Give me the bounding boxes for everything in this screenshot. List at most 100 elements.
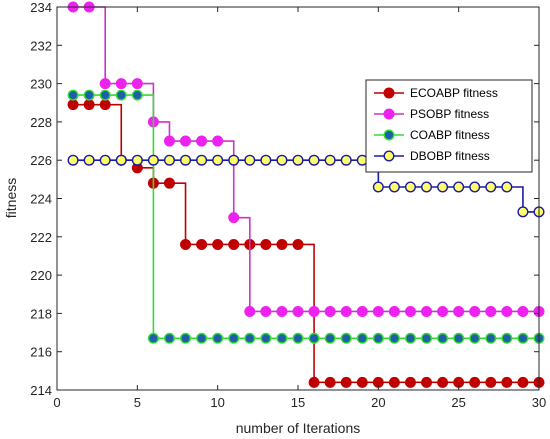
plot-area	[57, 7, 539, 390]
data-point	[356, 376, 368, 388]
data-point	[131, 154, 143, 166]
data-point	[421, 332, 433, 344]
data-point	[115, 89, 127, 101]
data-point	[501, 332, 513, 344]
data-point	[388, 305, 400, 317]
data-point	[196, 135, 208, 147]
y-tick-label: 218	[30, 306, 52, 321]
data-point	[99, 154, 111, 166]
x-axis-label: number of Iterations	[236, 420, 361, 436]
x-tick-label: 0	[53, 395, 60, 410]
data-point	[404, 305, 416, 317]
data-point	[372, 181, 384, 193]
data-point	[83, 89, 95, 101]
data-point	[83, 154, 95, 166]
y-tick-label: 216	[30, 345, 52, 360]
data-point	[469, 376, 481, 388]
data-point	[131, 78, 143, 90]
data-point	[244, 332, 256, 344]
x-tick-label: 30	[532, 395, 546, 410]
legend-marker	[383, 150, 395, 162]
data-point	[196, 332, 208, 344]
y-tick-label: 228	[30, 115, 52, 130]
data-point	[276, 238, 288, 250]
legend-label: PSOBP fitness	[410, 107, 489, 121]
data-point	[324, 305, 336, 317]
data-point	[212, 238, 224, 250]
data-point	[115, 78, 127, 90]
data-point	[340, 154, 352, 166]
data-point	[356, 305, 368, 317]
data-point	[228, 238, 240, 250]
data-point	[485, 332, 497, 344]
data-point	[67, 99, 79, 111]
legend-marker	[383, 108, 395, 120]
data-point	[163, 332, 175, 344]
x-tick-label: 5	[134, 395, 141, 410]
data-point	[292, 238, 304, 250]
data-point	[99, 89, 111, 101]
series-layer	[67, 1, 545, 388]
data-point	[228, 332, 240, 344]
y-axis: 214 216 218 220 222 224 226 228 230 232 234	[30, 0, 539, 398]
y-tick-label: 222	[30, 230, 52, 245]
data-point	[67, 89, 79, 101]
legend-label: COABP fitness	[410, 128, 490, 142]
data-point	[260, 154, 272, 166]
legend-label: DBOBP fitness	[410, 149, 490, 163]
data-point	[469, 305, 481, 317]
legend-entry: COABP fitness	[374, 128, 490, 142]
data-point	[196, 238, 208, 250]
y-tick-label: 232	[30, 38, 52, 53]
data-point	[437, 332, 449, 344]
data-point	[196, 154, 208, 166]
legend: ECOABP fitness PSOBP fitness COABP fitness…	[365, 79, 533, 173]
data-point	[324, 376, 336, 388]
data-point	[485, 181, 497, 193]
data-point	[292, 305, 304, 317]
data-point	[212, 135, 224, 147]
data-point	[228, 212, 240, 224]
data-point	[163, 154, 175, 166]
data-point	[260, 332, 272, 344]
data-point	[276, 332, 288, 344]
data-point	[260, 238, 272, 250]
data-point	[180, 238, 192, 250]
data-point	[276, 154, 288, 166]
data-point	[212, 332, 224, 344]
data-point	[356, 332, 368, 344]
x-tick-label: 10	[210, 395, 224, 410]
data-point	[115, 154, 127, 166]
data-point	[99, 78, 111, 90]
data-point	[340, 376, 352, 388]
data-point	[340, 332, 352, 344]
data-point	[421, 376, 433, 388]
legend-marker	[383, 129, 395, 141]
data-point	[437, 181, 449, 193]
data-point	[260, 305, 272, 317]
data-point	[517, 332, 529, 344]
data-point	[453, 305, 465, 317]
y-axis-label: fitness	[3, 178, 19, 218]
data-point	[421, 181, 433, 193]
data-point	[276, 305, 288, 317]
series-dbobp-fitness	[67, 154, 545, 218]
data-point	[404, 376, 416, 388]
data-point	[147, 332, 159, 344]
data-point	[83, 99, 95, 111]
y-tick-label: 230	[30, 77, 52, 92]
y-tick-label: 214	[30, 383, 52, 398]
x-axis: 0 5 10 15 20 25 30	[53, 7, 546, 410]
data-point	[163, 177, 175, 189]
data-point	[212, 154, 224, 166]
data-point	[372, 332, 384, 344]
data-point	[131, 89, 143, 101]
y-tick-label: 224	[30, 192, 52, 207]
data-point	[404, 332, 416, 344]
x-tick-label: 25	[451, 395, 465, 410]
data-point	[292, 154, 304, 166]
data-point	[308, 305, 320, 317]
data-point	[501, 376, 513, 388]
legend-entry: PSOBP fitness	[374, 107, 489, 121]
